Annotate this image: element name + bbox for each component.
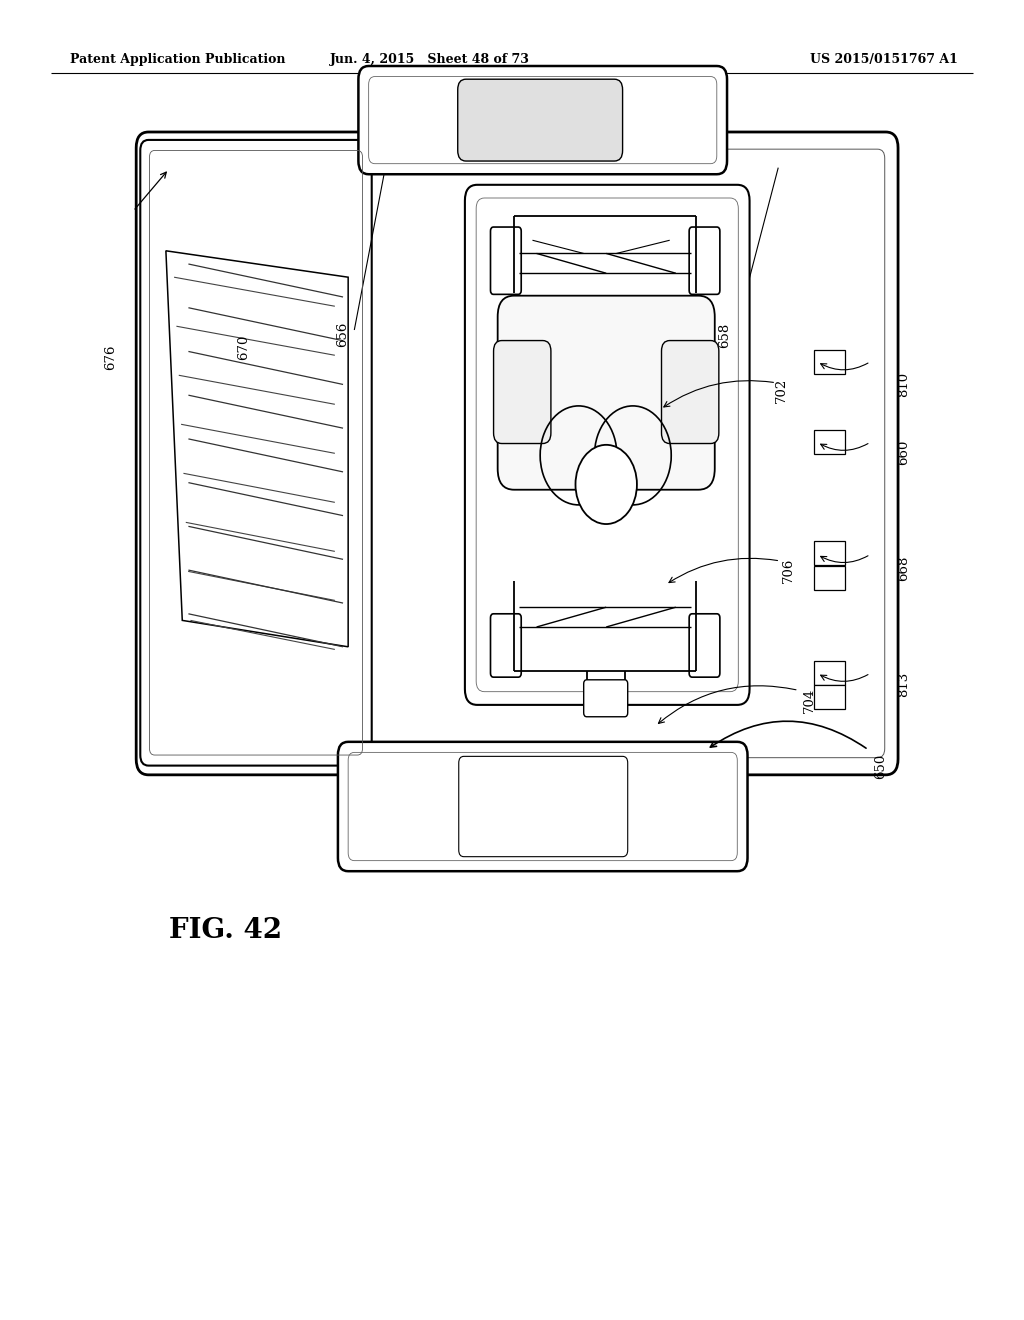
FancyBboxPatch shape xyxy=(689,227,720,294)
Text: 656: 656 xyxy=(337,322,349,347)
FancyBboxPatch shape xyxy=(814,430,845,454)
Text: 676: 676 xyxy=(104,345,117,370)
Text: 810: 810 xyxy=(897,372,909,397)
Text: 660: 660 xyxy=(897,440,909,465)
Text: US 2015/0151767 A1: US 2015/0151767 A1 xyxy=(810,53,957,66)
FancyBboxPatch shape xyxy=(358,66,727,174)
FancyBboxPatch shape xyxy=(494,341,551,444)
FancyBboxPatch shape xyxy=(498,296,715,490)
FancyBboxPatch shape xyxy=(814,685,845,709)
FancyBboxPatch shape xyxy=(490,227,521,294)
FancyBboxPatch shape xyxy=(689,614,720,677)
FancyBboxPatch shape xyxy=(490,614,521,677)
FancyBboxPatch shape xyxy=(458,79,623,161)
Text: FIG. 42: FIG. 42 xyxy=(169,917,282,944)
Text: Patent Application Publication: Patent Application Publication xyxy=(70,53,285,66)
FancyBboxPatch shape xyxy=(140,140,372,766)
Text: 658: 658 xyxy=(719,323,731,348)
FancyBboxPatch shape xyxy=(662,341,719,444)
Text: 668: 668 xyxy=(897,556,909,581)
Text: 813: 813 xyxy=(897,672,909,697)
Polygon shape xyxy=(166,251,348,647)
FancyBboxPatch shape xyxy=(814,566,845,590)
FancyBboxPatch shape xyxy=(814,541,845,565)
FancyBboxPatch shape xyxy=(338,742,748,871)
FancyBboxPatch shape xyxy=(584,680,628,717)
Text: 704: 704 xyxy=(803,688,815,713)
Text: 650: 650 xyxy=(874,754,887,779)
Text: 702: 702 xyxy=(775,378,787,403)
Text: 670: 670 xyxy=(238,335,250,360)
Text: 706: 706 xyxy=(782,558,795,583)
FancyBboxPatch shape xyxy=(814,661,845,685)
FancyBboxPatch shape xyxy=(814,350,845,374)
Circle shape xyxy=(575,445,637,524)
FancyBboxPatch shape xyxy=(465,185,750,705)
FancyBboxPatch shape xyxy=(136,132,898,775)
Text: Jun. 4, 2015   Sheet 48 of 73: Jun. 4, 2015 Sheet 48 of 73 xyxy=(330,53,530,66)
FancyBboxPatch shape xyxy=(459,756,628,857)
